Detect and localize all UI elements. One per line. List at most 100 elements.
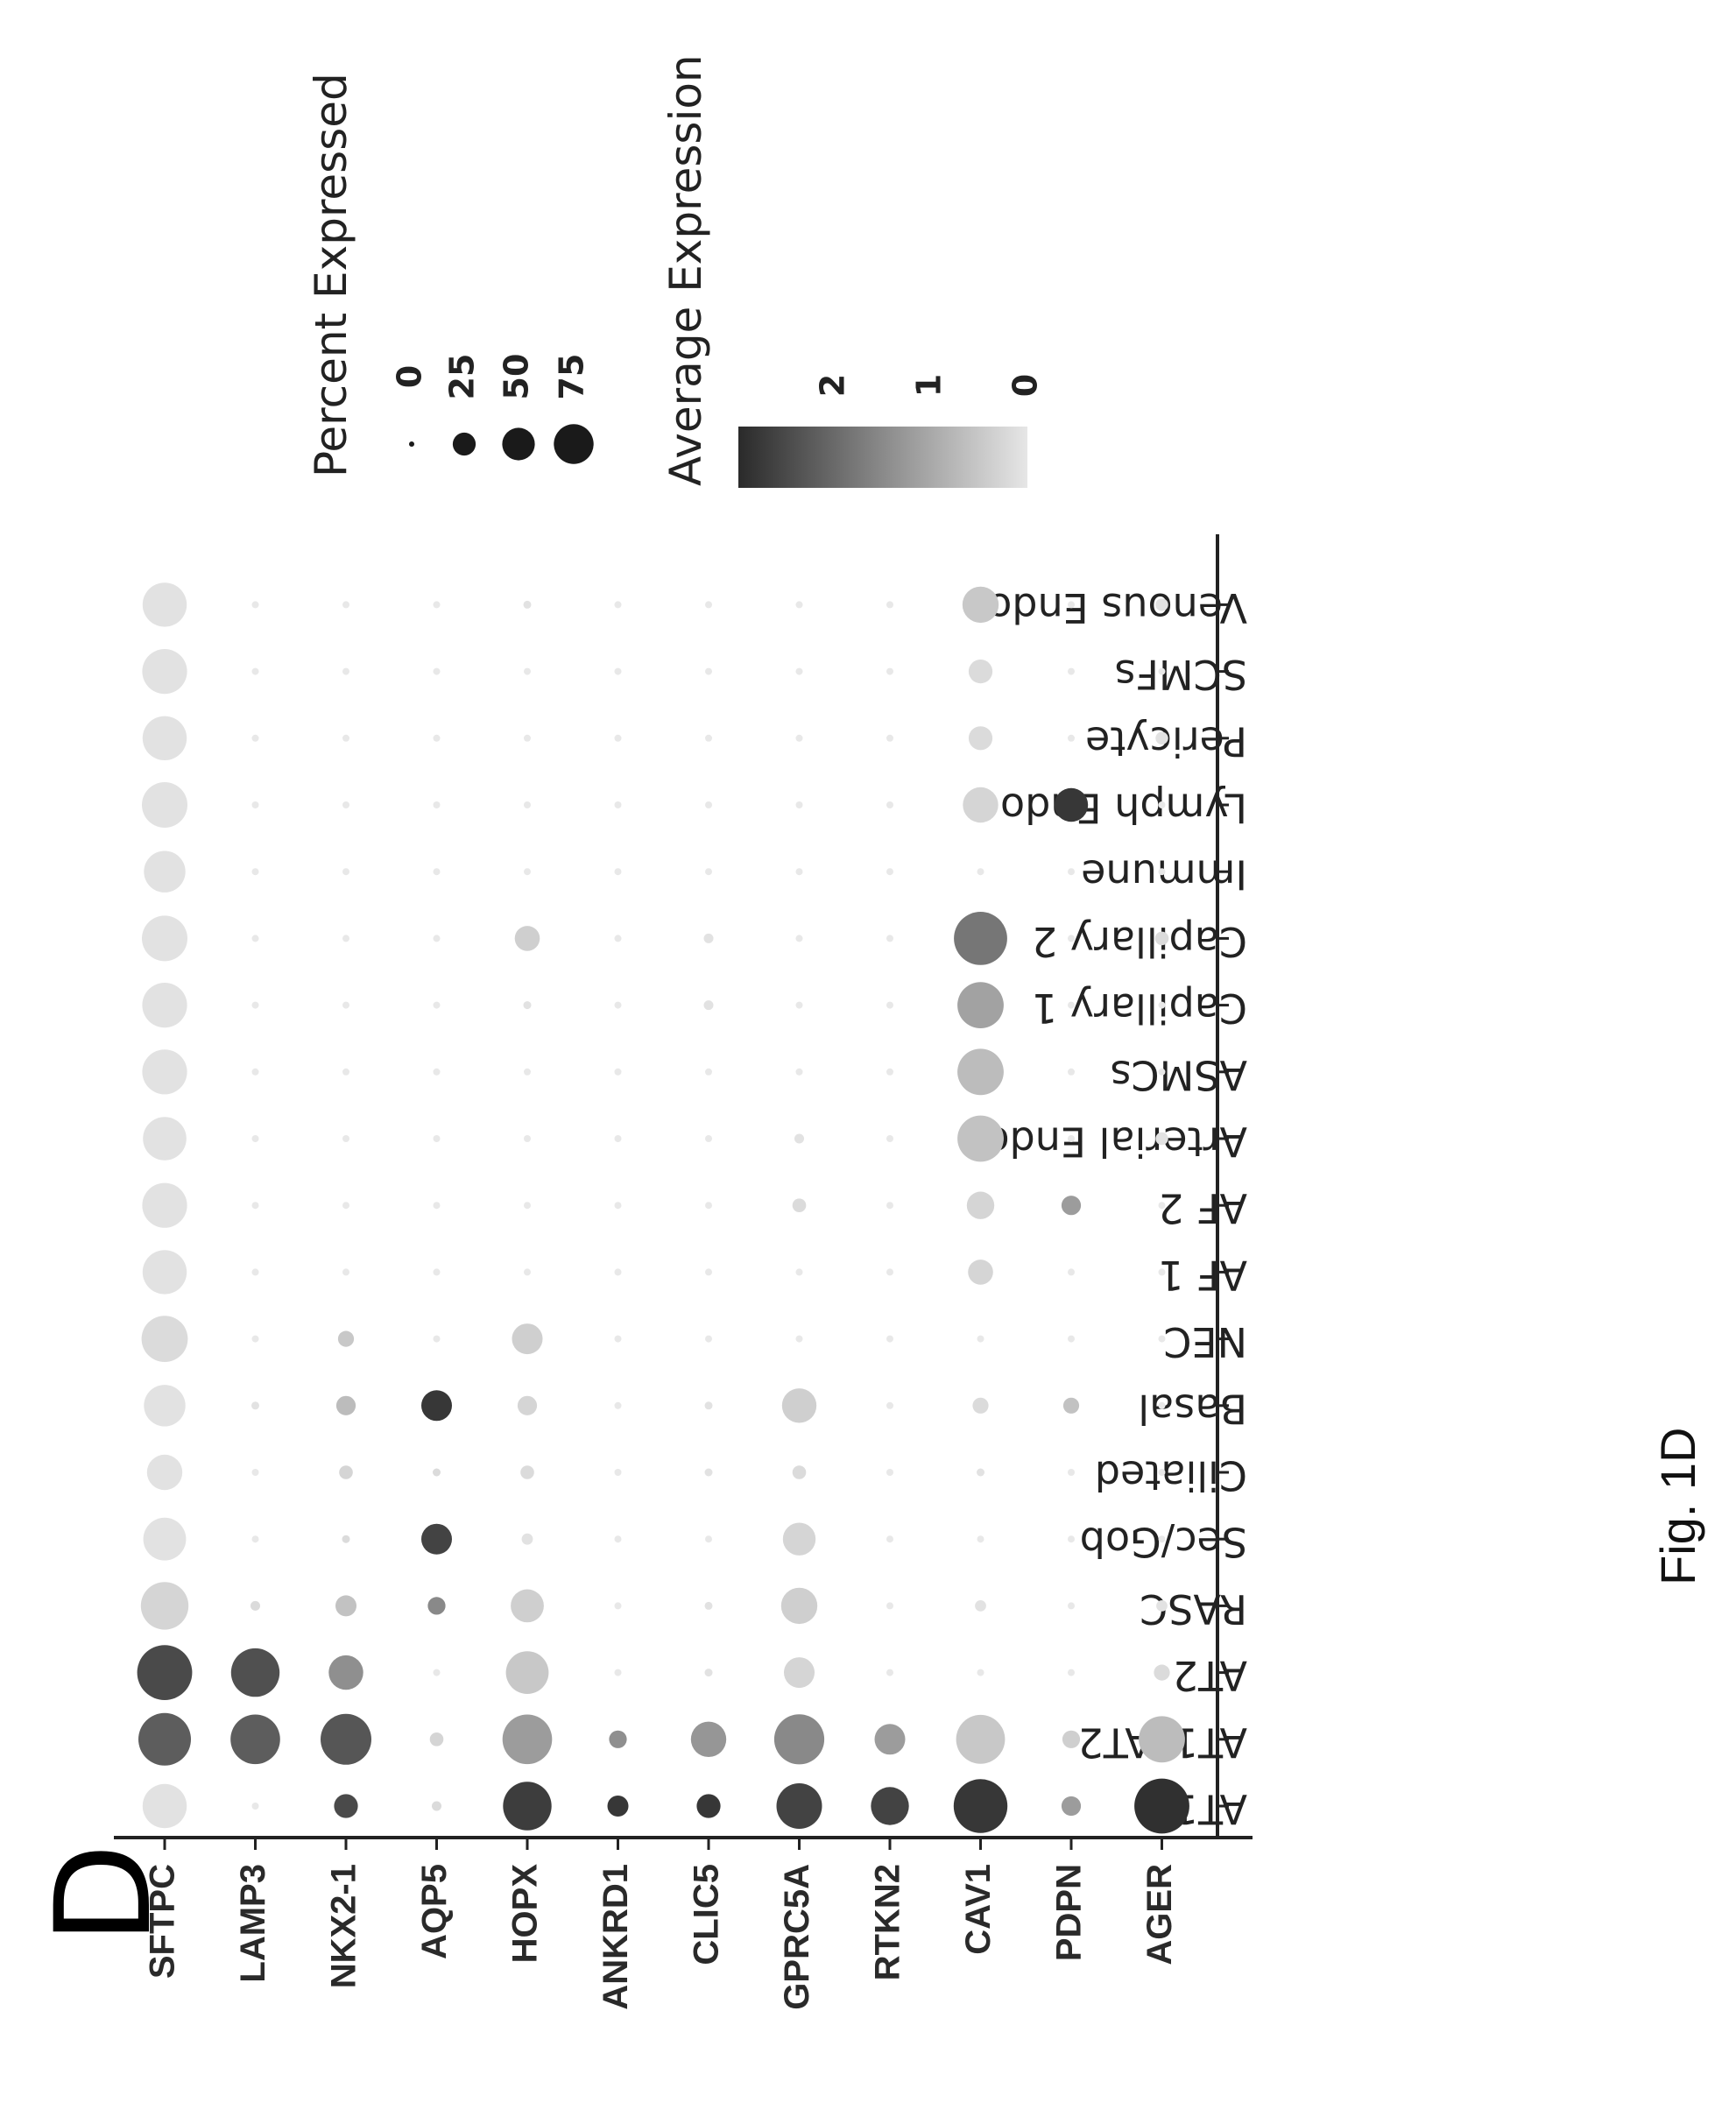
expression-dot [524, 801, 531, 808]
expression-dot [342, 1202, 349, 1210]
expression-dot [251, 1600, 260, 1611]
expression-dot [968, 726, 993, 751]
size-legend-dot [554, 424, 594, 464]
expression-dot [607, 1796, 629, 1817]
expression-dot [1158, 1535, 1166, 1543]
expression-dot [795, 1268, 803, 1276]
expression-dot [1068, 1001, 1075, 1009]
expression-dot [1068, 1469, 1075, 1476]
expression-dot [339, 1465, 353, 1479]
expression-dot [512, 1323, 543, 1355]
expression-dot [433, 801, 441, 808]
expression-dot [142, 649, 187, 695]
expression-dot [1068, 935, 1075, 942]
expression-dot [144, 1385, 186, 1427]
expression-dot [957, 1048, 1004, 1096]
expression-dot [1158, 1001, 1166, 1009]
expression-dot [886, 1669, 893, 1676]
expression-dot [795, 868, 803, 876]
expression-dot [1068, 1268, 1075, 1276]
cell-type-label: Immune [1081, 851, 1247, 899]
expression-dot [957, 982, 1004, 1028]
expression-dot [614, 1469, 622, 1476]
gene-labels: SFTPC LAMP3 NKX2-1 AQP5 HOPX ANKRD1 CLIC5 GPRC5… [144, 1864, 1180, 2010]
expression-dot [433, 1335, 441, 1343]
expression-dot [968, 660, 993, 684]
expression-dot [251, 734, 259, 742]
expression-dot [1054, 787, 1089, 822]
expression-dot [328, 1655, 363, 1690]
expression-dot [609, 1730, 627, 1748]
expression-dot [1068, 601, 1075, 609]
expression-dot [705, 801, 712, 808]
expression-dot [795, 1068, 803, 1076]
plot-area: SFTPC LAMP3 NKX2-1 AQP5 HOPX ANKRD1 CLIC5 GPRC5… [114, 534, 1253, 2010]
expression-dot [433, 734, 441, 742]
expression-dot [614, 734, 622, 742]
expression-dot [614, 1001, 622, 1009]
gene-ticks [163, 1838, 1163, 1850]
expression-dot [342, 801, 349, 808]
cell-type-label: AF 2 [1158, 1185, 1247, 1232]
expression-dot [142, 1049, 187, 1095]
gene-label: AGER [1140, 1864, 1179, 1965]
expression-dot [251, 1335, 259, 1343]
expression-dot [795, 801, 803, 808]
expression-dot [795, 1335, 803, 1343]
expression-dot [230, 1714, 280, 1765]
expression-dot [977, 868, 984, 876]
expression-dot [251, 1135, 259, 1142]
expression-dot [230, 1648, 280, 1697]
expression-dot [433, 1202, 441, 1210]
expression-dot [433, 1135, 441, 1142]
expression-dot [1068, 667, 1075, 675]
expression-dot [524, 667, 531, 675]
expression-dot [886, 1469, 893, 1476]
expression-dot [1139, 1716, 1185, 1763]
expression-dot [1061, 1796, 1082, 1817]
expression-dot [524, 1202, 531, 1210]
expression-dot [511, 1589, 544, 1623]
expression-dot [433, 1068, 441, 1076]
color-legend-tick: 0 [1006, 374, 1045, 397]
expression-dot [143, 1117, 187, 1161]
expression-dot [517, 1395, 538, 1415]
gene-label: LAMP3 [234, 1864, 272, 1983]
gene-label: CAV1 [959, 1864, 998, 1955]
expression-dot [977, 1535, 984, 1543]
expression-dot [335, 1595, 356, 1617]
expression-dot [705, 667, 712, 675]
expression-dot [142, 915, 187, 962]
expression-dot [968, 1260, 993, 1285]
expression-dot [614, 801, 622, 808]
expression-dot [142, 716, 187, 760]
size-legend-title: Percent Expressed [306, 73, 356, 477]
expression-dot [794, 1133, 804, 1144]
expression-dot [251, 1469, 259, 1476]
expression-dot [705, 1335, 712, 1343]
expression-dot [776, 1783, 822, 1829]
expression-dot [342, 734, 349, 742]
expression-dot [705, 734, 712, 742]
expression-dot [784, 1657, 815, 1689]
expression-dot [251, 801, 259, 808]
expression-dot [954, 912, 1007, 965]
expression-dot [251, 868, 259, 876]
expression-dot [251, 1401, 259, 1410]
expression-dot [433, 1001, 441, 1009]
expression-dot [433, 1468, 441, 1477]
expression-dot [886, 1068, 893, 1076]
expression-dot [524, 734, 531, 742]
expression-dot [874, 1724, 906, 1755]
expression-dot [251, 1803, 259, 1810]
color-legend-tick: 2 [814, 374, 852, 397]
expression-dot [520, 1465, 534, 1479]
color-legend-title: Average Expression [660, 54, 711, 486]
expression-dot [1061, 1196, 1082, 1216]
cell-type-label: Arterial Endo [984, 1118, 1247, 1166]
expression-dot [524, 1268, 531, 1276]
expression-dot [433, 935, 441, 942]
expression-dot [143, 1517, 187, 1561]
expression-dot [614, 868, 622, 876]
expression-dot [705, 601, 712, 609]
